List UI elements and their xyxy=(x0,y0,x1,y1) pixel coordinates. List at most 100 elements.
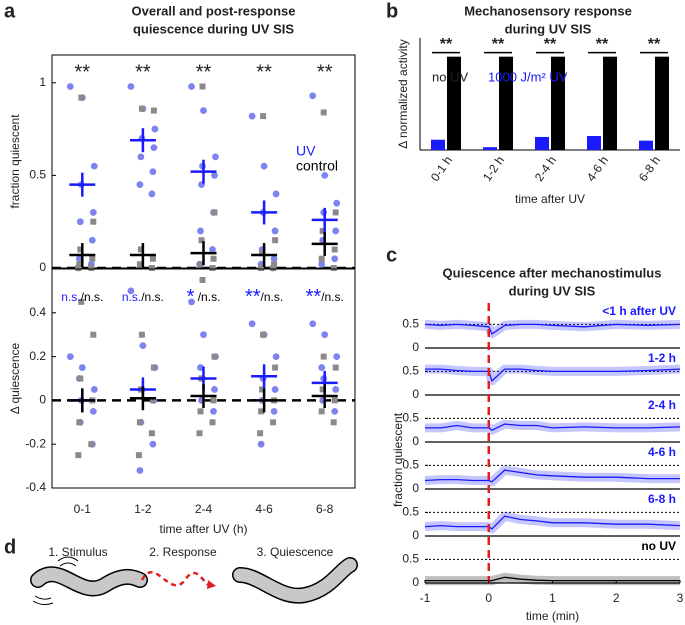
subplot-label: no UV xyxy=(641,539,676,553)
legend-entry: control xyxy=(296,158,338,174)
y-tick-label: 0.5 xyxy=(402,364,419,378)
point xyxy=(248,320,256,328)
point xyxy=(332,227,340,235)
legend-entry: UV xyxy=(296,143,316,159)
bar xyxy=(639,140,653,150)
point xyxy=(318,408,325,415)
point xyxy=(149,397,156,404)
chart-title: quiescence during UV SIS xyxy=(133,21,294,36)
point xyxy=(333,353,341,360)
point xyxy=(210,255,217,262)
point xyxy=(151,125,159,133)
point xyxy=(197,261,204,268)
panel-label: d xyxy=(4,536,16,558)
point xyxy=(212,153,219,161)
point xyxy=(90,162,98,170)
point xyxy=(271,386,279,393)
line-band xyxy=(425,419,681,435)
y-tick-label: 0.5 xyxy=(402,458,419,472)
y-tick-label: 0.5 xyxy=(402,411,419,425)
line xyxy=(424,323,681,335)
point xyxy=(270,265,277,271)
worm xyxy=(31,567,147,595)
point xyxy=(90,386,98,393)
point xyxy=(77,246,84,253)
subplot-label: 4-6 h xyxy=(648,445,676,459)
point xyxy=(197,364,204,371)
point xyxy=(198,237,205,244)
y-axis-label: fraction quiescent xyxy=(391,412,405,507)
line xyxy=(425,368,681,383)
point xyxy=(66,83,74,90)
x-tick-label: 2-4 h xyxy=(532,154,559,184)
point xyxy=(150,144,158,152)
x-tick-label: 6-8 xyxy=(316,502,334,516)
chart-title: Mechanosensory response xyxy=(464,3,632,18)
significance-part: n.s. xyxy=(61,290,80,304)
significance-part: /n.s. xyxy=(141,290,164,304)
point xyxy=(209,265,216,271)
subplot-label: 1-2 h xyxy=(648,351,676,365)
point xyxy=(136,181,144,189)
point xyxy=(135,452,142,459)
bar xyxy=(499,56,513,150)
step-label: 2. Response xyxy=(149,545,217,559)
y-tick-label: 0.5 xyxy=(29,168,46,182)
line xyxy=(425,423,681,431)
point xyxy=(148,265,155,271)
bar xyxy=(535,136,549,150)
point xyxy=(260,113,267,120)
x-tick-label: 6-8 h xyxy=(636,154,663,184)
point xyxy=(318,364,326,371)
point xyxy=(200,331,207,339)
point xyxy=(318,260,326,268)
significance-part: n.s. xyxy=(122,290,141,304)
x-tick-label: 0 xyxy=(485,591,492,605)
x-tick-label: 0-1 h xyxy=(428,154,455,184)
point xyxy=(127,287,135,295)
point xyxy=(150,364,157,371)
plot-frame xyxy=(51,268,356,489)
y-tick-label: 0 xyxy=(412,481,419,495)
y-tick-label: 0.2 xyxy=(29,349,46,363)
point xyxy=(90,331,97,338)
y-tick-label: 0 xyxy=(412,575,419,589)
point xyxy=(88,265,95,271)
line xyxy=(424,515,681,530)
significance: ** xyxy=(544,36,557,53)
point xyxy=(333,199,341,207)
point xyxy=(258,408,265,415)
y-tick-label: 0.5 xyxy=(402,552,419,566)
subplot-label: 2-4 h xyxy=(648,398,676,412)
x-tick-label: 4-6 h xyxy=(584,154,611,184)
bar xyxy=(551,56,565,150)
point xyxy=(78,364,86,371)
diagram: 1. Stimulus 2. Response 3. Quiescence xyxy=(30,545,358,606)
y-tick-label: 0.5 xyxy=(402,317,419,331)
point xyxy=(78,298,85,305)
point xyxy=(321,331,329,339)
legend-entry: 1000 J/m² UV xyxy=(488,69,568,84)
panel-label: a xyxy=(4,0,16,22)
point xyxy=(259,386,266,393)
y-axis-label: Δ normalized activity xyxy=(396,39,410,148)
legend-entry: no UV xyxy=(432,69,468,84)
x-axis-label: time (min) xyxy=(526,609,579,623)
bar xyxy=(483,147,497,150)
point xyxy=(137,153,145,161)
point xyxy=(88,441,95,448)
point xyxy=(309,320,317,328)
significance: ** xyxy=(596,36,609,53)
worm xyxy=(233,558,357,603)
subplot-label: <1 h after UV xyxy=(602,304,676,318)
point xyxy=(319,386,326,393)
point xyxy=(320,353,327,360)
point xyxy=(89,407,97,415)
vibration xyxy=(32,556,79,606)
point xyxy=(271,261,278,268)
x-tick-label: 1 xyxy=(549,591,556,605)
point xyxy=(197,227,204,235)
chart-title: during UV SIS xyxy=(505,21,592,36)
point xyxy=(139,342,147,350)
